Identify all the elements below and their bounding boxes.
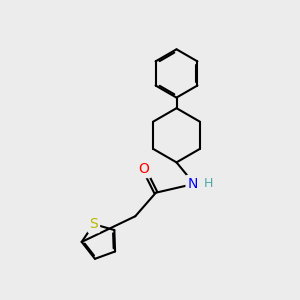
Text: O: O (139, 162, 149, 176)
Text: H: H (204, 177, 213, 190)
Text: S: S (89, 217, 98, 231)
Text: N: N (188, 177, 198, 191)
